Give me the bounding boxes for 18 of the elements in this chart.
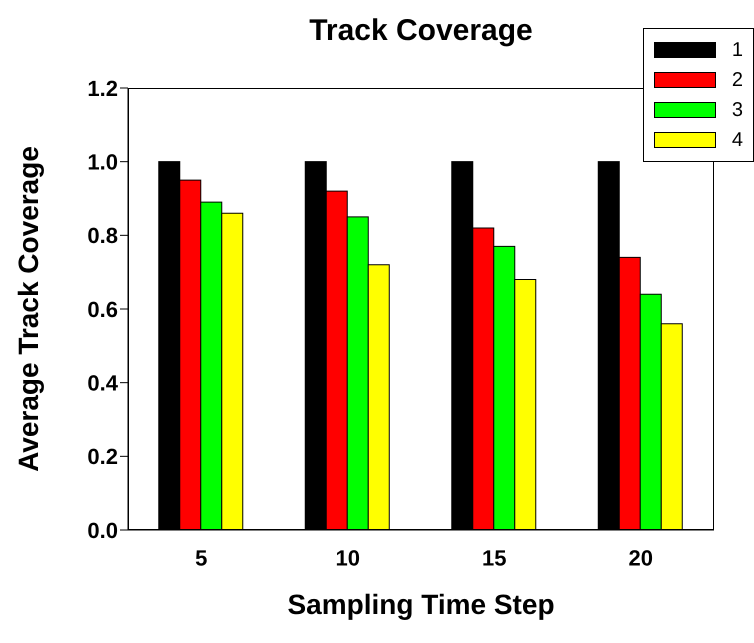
y-tick-label: 0.2 (87, 444, 118, 470)
legend-label: 2 (732, 68, 743, 92)
y-axis-title: Average Track Coverage (12, 146, 44, 472)
y-tick-label: 0.8 (87, 223, 118, 248)
x-tick-label: 5 (195, 546, 208, 571)
legend-label: 3 (732, 98, 743, 122)
y-tick-label: 1.0 (87, 149, 118, 174)
y-tick-label: 1.2 (87, 76, 118, 101)
x-tick-label: 10 (336, 546, 360, 571)
legend-label: 1 (732, 38, 743, 62)
y-tick-label: 0.4 (87, 370, 119, 396)
y-tick-label: 0.0 (87, 518, 118, 543)
x-axis-title: Sampling Time Step (287, 589, 555, 620)
x-tick-label: 20 (628, 546, 653, 571)
x-tick-label: 15 (482, 546, 506, 571)
chart-title: Track Coverage (308, 14, 534, 48)
y-tick-label: 0.6 (87, 296, 118, 322)
legend-label: 4 (732, 128, 743, 152)
